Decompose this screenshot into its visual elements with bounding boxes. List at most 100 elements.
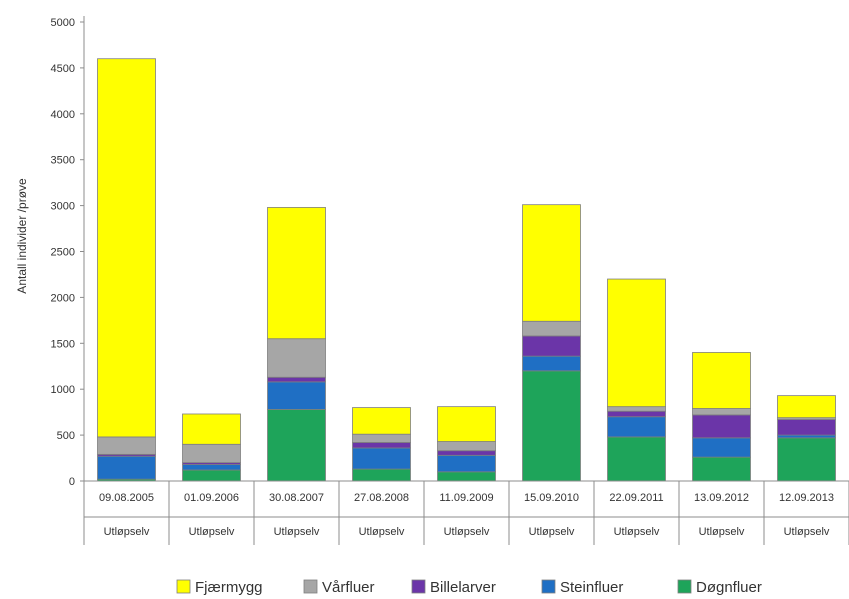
- bar-segment: [437, 406, 496, 442]
- category-date-label: 13.09.2012: [694, 492, 749, 504]
- category-site-label: Utløpselv: [104, 526, 150, 538]
- bar-segment: [352, 468, 411, 482]
- legend-swatch: [411, 579, 426, 594]
- category-date-label: 01.09.2006: [184, 492, 239, 504]
- bar-segment: [97, 436, 156, 455]
- bar-segment: [182, 413, 241, 445]
- legend-swatch: [677, 579, 692, 594]
- legend-item: Fjærmygg: [176, 579, 263, 596]
- y-tick-label: 2500: [51, 247, 75, 259]
- category-site-label: Utløpselv: [699, 526, 745, 538]
- category-date-label: 15.09.2010: [524, 492, 579, 504]
- category-site-label: Utløpselv: [529, 526, 575, 538]
- y-tick-label: 3500: [51, 155, 75, 167]
- bar-segment: [267, 408, 326, 482]
- bar-stack: [182, 413, 241, 482]
- bar-segment: [607, 436, 666, 482]
- bar-segment: [522, 370, 581, 482]
- bar-segment: [267, 381, 326, 410]
- bar-stack: [437, 406, 496, 482]
- category-date-label: 22.09.2011: [609, 492, 663, 504]
- category-site-label: Utløpselv: [784, 526, 830, 538]
- legend-item: Vårfluer: [303, 579, 375, 596]
- bar-segment: [267, 338, 326, 378]
- category-date-label: 27.08.2008: [354, 492, 409, 504]
- legend-label: Døgnfluer: [696, 579, 762, 596]
- bar-segment: [607, 410, 666, 418]
- bar-segment: [352, 447, 411, 470]
- bar-stack: [692, 352, 751, 482]
- y-axis-ticks: 0 500 1000 1500 2000 2500 3000 3500 4000 4500 5000: [51, 17, 84, 488]
- y-tick-label: 3000: [51, 201, 75, 213]
- legend-label: Steinfluer: [560, 579, 623, 596]
- bar-segment: [777, 419, 836, 436]
- bar-segment: [437, 450, 496, 456]
- bar-stack: [352, 407, 411, 482]
- bar-stack: [267, 207, 326, 482]
- category-date-label: 30.08.2007: [269, 492, 324, 504]
- bar-stack: [522, 204, 581, 482]
- bar-segment: [97, 58, 156, 438]
- legend-item: Døgnfluer: [677, 579, 762, 596]
- y-tick-label: 1500: [51, 338, 75, 350]
- category-date-label: 09.08.2005: [99, 492, 154, 504]
- category-site-label: Utløpselv: [614, 526, 660, 538]
- bar-segment: [777, 434, 836, 439]
- bar-segment: [182, 469, 241, 482]
- category-site-label: Utløpselv: [444, 526, 490, 538]
- category-site-label: Utløpselv: [189, 526, 235, 538]
- bar-segment: [182, 443, 241, 464]
- bar-stack: [97, 58, 156, 482]
- bar-segment: [777, 395, 836, 419]
- category-date-label: 12.09.2013: [779, 492, 834, 504]
- y-tick-label: 0: [69, 476, 75, 488]
- legend-swatch: [541, 579, 556, 594]
- bar-segment: [692, 437, 751, 458]
- y-axis-label: Antall individer /prøve: [15, 178, 29, 294]
- y-tick-label: 4500: [51, 63, 75, 75]
- axes: [83, 16, 849, 482]
- bar-segment: [267, 376, 326, 383]
- bar-segment: [692, 408, 751, 416]
- legend-item: Steinfluer: [541, 579, 623, 596]
- bar-segment: [437, 471, 496, 482]
- y-tick-label: 5000: [51, 17, 75, 29]
- y-tick-label: 500: [57, 430, 75, 442]
- bar-segment: [607, 406, 666, 412]
- category-site-label: Utløpselv: [274, 526, 320, 538]
- legend-item: Billelarver: [411, 579, 496, 596]
- y-tick-label: 1000: [51, 384, 75, 396]
- y-tick-label: 4000: [51, 109, 75, 121]
- y-tick-label: 2000: [51, 292, 75, 304]
- bar-stack: [607, 278, 666, 482]
- legend-label: Billelarver: [430, 579, 496, 596]
- bar-segment: [692, 352, 751, 409]
- bar-segment: [607, 278, 666, 408]
- bar-segment: [437, 454, 496, 473]
- y-axis-label-group: Antall individer /prøve: [15, 178, 29, 294]
- bar-segment: [777, 437, 836, 482]
- bar-segment: [522, 320, 581, 337]
- bar-segment: [692, 414, 751, 439]
- legend-label: Fjærmygg: [195, 579, 263, 596]
- bar-segment: [97, 455, 156, 480]
- bar-segment: [352, 407, 411, 435]
- category-date-label: 11.09.2009: [439, 492, 493, 504]
- bar-segment: [607, 416, 666, 438]
- bar-segment: [267, 207, 326, 340]
- legend: Fjærmygg Vårfluer Billelarver Steinfluer Døg…: [176, 579, 762, 596]
- bar-segment: [522, 335, 581, 357]
- legend-swatch: [303, 579, 318, 594]
- category-table: 09.08.2005 Utløpselv 01.09.2006 Utløpselv 30…: [83, 481, 849, 545]
- bar-segment: [182, 464, 241, 471]
- bar-segment: [522, 204, 581, 322]
- bar-stack: [777, 395, 836, 482]
- legend-swatch: [176, 579, 191, 594]
- bar-segment: [352, 433, 411, 443]
- bar-segment: [437, 441, 496, 452]
- bar-segment: [352, 442, 411, 449]
- legend-label: Vårfluer: [322, 579, 375, 596]
- bar-stacks: [97, 58, 836, 482]
- bar-segment: [692, 456, 751, 482]
